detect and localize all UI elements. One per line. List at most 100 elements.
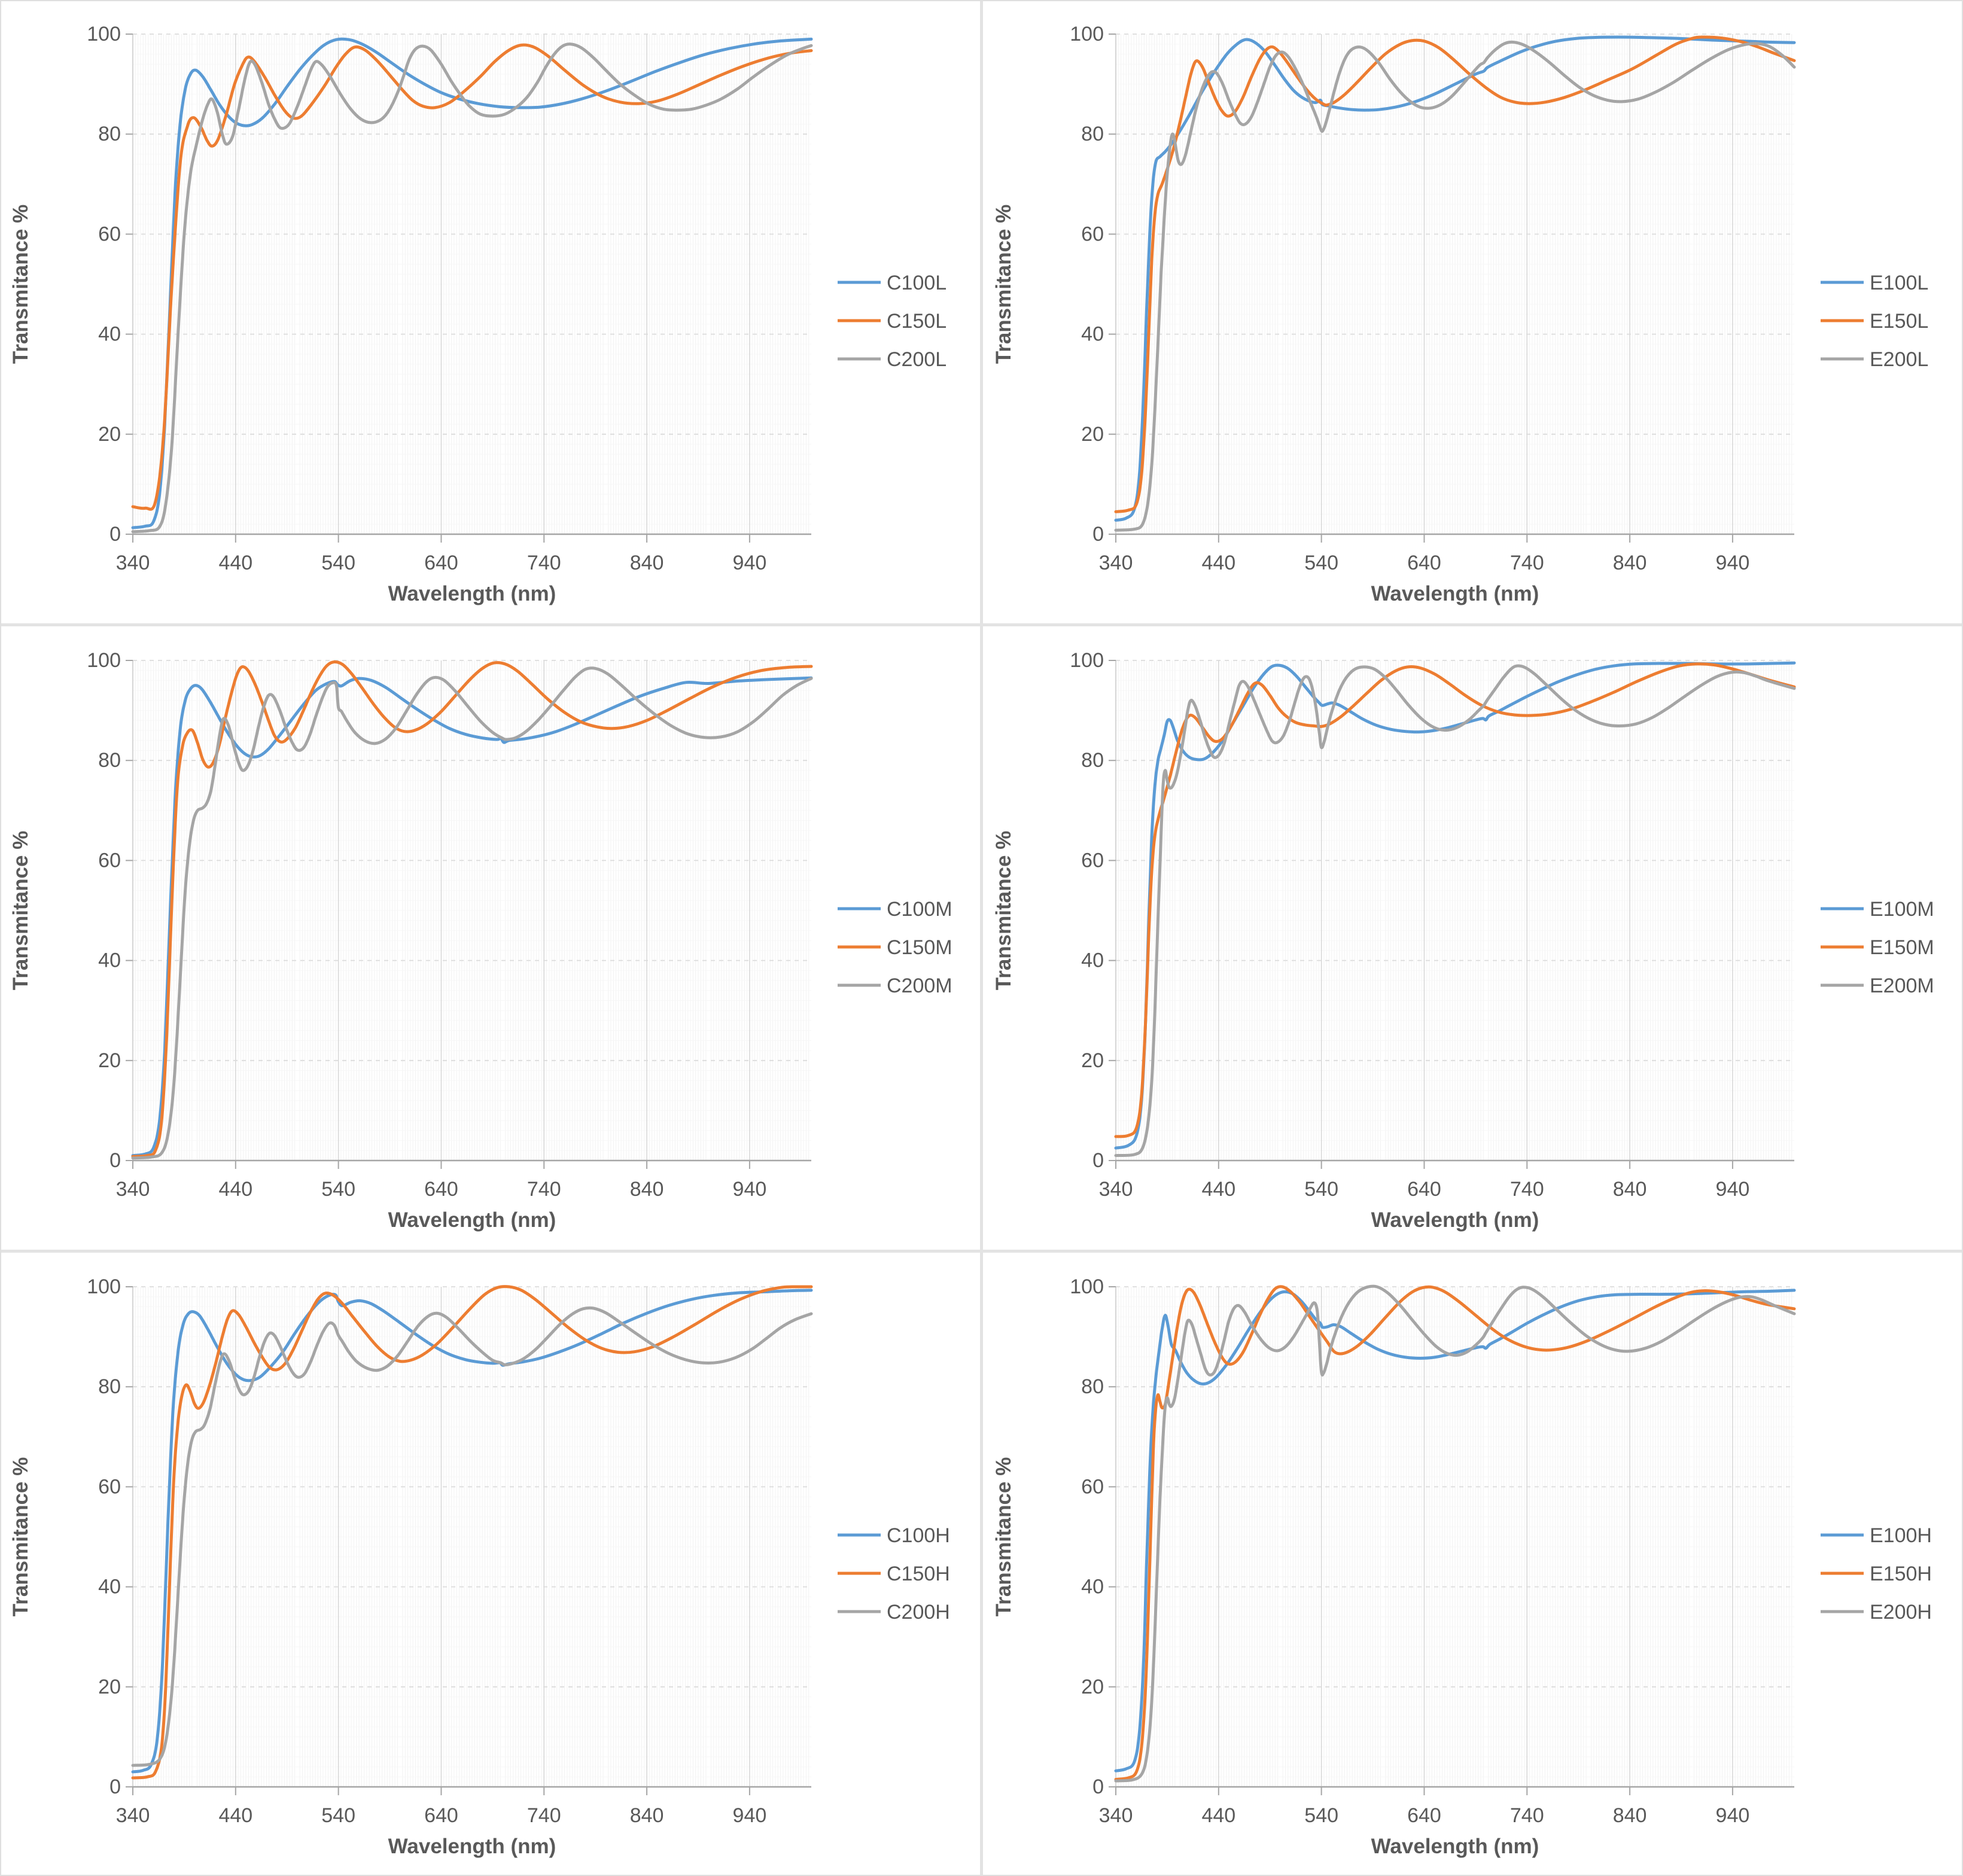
series-line-E200L: [1114, 40, 1796, 532]
x-tick-label: 340: [116, 1804, 150, 1827]
series-line-E100M: [1114, 661, 1796, 1150]
legend-label: C150L: [887, 310, 946, 333]
y-tick-label: 100: [87, 23, 121, 45]
chart-panel-E-H: 340 440 540 640 740 840 940 0 20 40 60 80 100 Wavelen…: [983, 1253, 1963, 1876]
x-tick-label: 640: [424, 1178, 458, 1201]
line-chart-E-M: 340 440 540 640 740 840 940 0 20 40 60 80 100 Wavelen…: [992, 649, 1934, 1232]
series-line-C150H: [131, 1285, 813, 1780]
x-tick-label: 740: [1510, 1178, 1544, 1201]
y-tick-label: 80: [1081, 1375, 1104, 1398]
legend-label: E150M: [1870, 936, 1934, 959]
x-tick-label: 940: [1716, 1804, 1750, 1827]
y-tick-label: 60: [98, 1475, 121, 1498]
line-chart-C-H: 340 440 540 640 740 840 940 0 20 40 60 80 100 Wavelen…: [9, 1275, 950, 1858]
y-tick-label: 60: [1081, 849, 1104, 872]
legend-label: C200L: [887, 348, 946, 371]
x-tick-label: 940: [733, 552, 767, 574]
series-line-C200M: [131, 666, 813, 1160]
series-line-C100H: [131, 1289, 813, 1774]
x-tick-label: 640: [424, 1804, 458, 1827]
x-tick-label: 340: [1099, 552, 1133, 574]
y-axis-title: Transmitance %: [9, 1457, 32, 1617]
x-tick-label: 940: [733, 1804, 767, 1827]
x-axis-title: Wavelength (nm): [388, 1208, 556, 1232]
x-tick-label: 540: [1304, 1804, 1338, 1827]
y-tick-label: 20: [98, 1049, 121, 1072]
y-tick-label: 20: [1081, 423, 1104, 446]
y-axis-title: Transmitance %: [9, 831, 32, 991]
minor-horizontal-gridlines: [1116, 1296, 1794, 1777]
x-tick-label: 640: [424, 552, 458, 574]
minor-horizontal-gridlines: [133, 1296, 811, 1777]
x-tick-label: 540: [321, 1804, 355, 1827]
legend-label: E200M: [1870, 974, 1934, 997]
legend-label: E100H: [1870, 1524, 1932, 1547]
x-tick-label: 440: [218, 552, 252, 574]
x-tick-label: 840: [630, 1178, 664, 1201]
legend-label: C150M: [887, 936, 952, 959]
x-tick-label: 740: [1510, 1804, 1544, 1827]
x-tick-label: 540: [321, 1178, 355, 1201]
y-tick-label: 20: [98, 1676, 121, 1698]
x-tick-label: 640: [1407, 552, 1441, 574]
x-tick-label: 940: [733, 1178, 767, 1201]
x-tick-label: 340: [1099, 1178, 1133, 1201]
y-axis-title: Transmitance %: [9, 205, 32, 364]
y-tick-label: 80: [98, 1375, 121, 1398]
chart-panel-E-L: 340 440 540 640 740 840 940 0 20 40 60 80 100 Wavelen…: [983, 0, 1963, 623]
x-axis-title: Wavelength (nm): [388, 1835, 556, 1858]
x-tick-label: 440: [218, 1178, 252, 1201]
chart-panel-E-M: 340 440 540 640 740 840 940 0 20 40 60 80 100 Wavelen…: [983, 626, 1963, 1250]
legend-label: E200H: [1870, 1601, 1932, 1624]
x-tick-label: 540: [321, 552, 355, 574]
legend-label: E100L: [1870, 272, 1928, 294]
legend-label: C150H: [887, 1563, 950, 1585]
x-tick-label: 340: [116, 552, 150, 574]
x-tick-label: 840: [1613, 1804, 1647, 1827]
x-tick-label: 840: [630, 1804, 664, 1827]
x-tick-label: 940: [1716, 552, 1750, 574]
series-line-C100L: [131, 37, 813, 529]
series-line-E200M: [1114, 664, 1796, 1158]
y-tick-label: 40: [98, 949, 121, 972]
y-tick-label: 0: [109, 523, 121, 546]
legend-label: C100H: [887, 1524, 950, 1547]
x-tick-label: 740: [527, 552, 561, 574]
x-tick-label: 740: [527, 1804, 561, 1827]
x-tick-label: 940: [1716, 1178, 1750, 1201]
x-tick-label: 340: [116, 1178, 150, 1201]
y-tick-label: 80: [98, 749, 121, 772]
y-tick-label: 80: [1081, 749, 1104, 772]
y-tick-label: 60: [1081, 223, 1104, 245]
y-tick-label: 80: [98, 123, 121, 145]
x-tick-label: 540: [1304, 1178, 1338, 1201]
x-axis-title: Wavelength (nm): [1371, 1208, 1539, 1232]
y-tick-label: 20: [98, 423, 121, 446]
line-chart-E-L: 340 440 540 640 740 840 940 0 20 40 60 80 100 Wavelen…: [992, 23, 1928, 605]
legend-label: E150L: [1870, 310, 1928, 333]
legend-label: E150H: [1870, 1563, 1932, 1585]
y-tick-label: 20: [1081, 1676, 1104, 1698]
legend-label: E100M: [1870, 898, 1934, 921]
x-tick-label: 440: [1201, 1804, 1235, 1827]
y-tick-label: 0: [1092, 523, 1104, 546]
y-tick-label: 20: [1081, 1049, 1104, 1072]
y-tick-label: 100: [87, 1275, 121, 1298]
x-tick-label: 640: [1407, 1804, 1441, 1827]
x-tick-label: 840: [630, 552, 664, 574]
chart-panel-C-L: 340 440 540 640 740 840 940 0 20 40 60 80 100 Wavelen…: [0, 0, 980, 623]
x-tick-label: 740: [1510, 552, 1544, 574]
x-tick-label: 440: [1201, 552, 1235, 574]
x-tick-label: 540: [1304, 552, 1338, 574]
x-tick-label: 740: [527, 1178, 561, 1201]
series-line-C150L: [131, 43, 813, 511]
y-tick-label: 40: [98, 323, 121, 346]
y-tick-label: 0: [1092, 1776, 1104, 1798]
y-tick-label: 0: [1092, 1149, 1104, 1172]
series-line-C150M: [131, 660, 813, 1158]
series-line-E200H: [1114, 1284, 1796, 1783]
y-tick-label: 60: [98, 849, 121, 872]
series-line-E150L: [1114, 35, 1796, 513]
